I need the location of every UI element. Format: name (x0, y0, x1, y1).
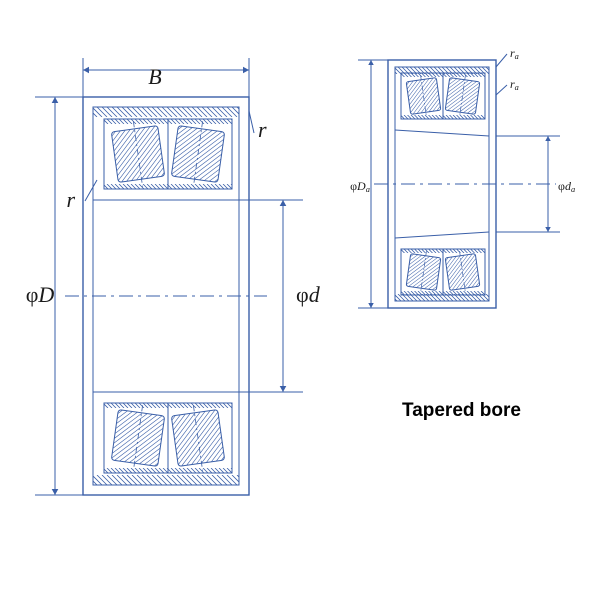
svg-text:ra: ra (510, 77, 519, 92)
svg-text:r: r (258, 117, 267, 142)
svg-text:Tapered bore: Tapered bore (402, 400, 521, 421)
svg-text:r: r (66, 187, 75, 212)
svg-text:B: B (148, 64, 161, 89)
svg-text:φda: φda (558, 179, 575, 194)
svg-text:φD: φD (26, 282, 55, 307)
svg-text:ra: ra (510, 46, 519, 61)
svg-text:φDa: φDa (350, 179, 370, 194)
svg-text:φd: φd (296, 282, 321, 307)
